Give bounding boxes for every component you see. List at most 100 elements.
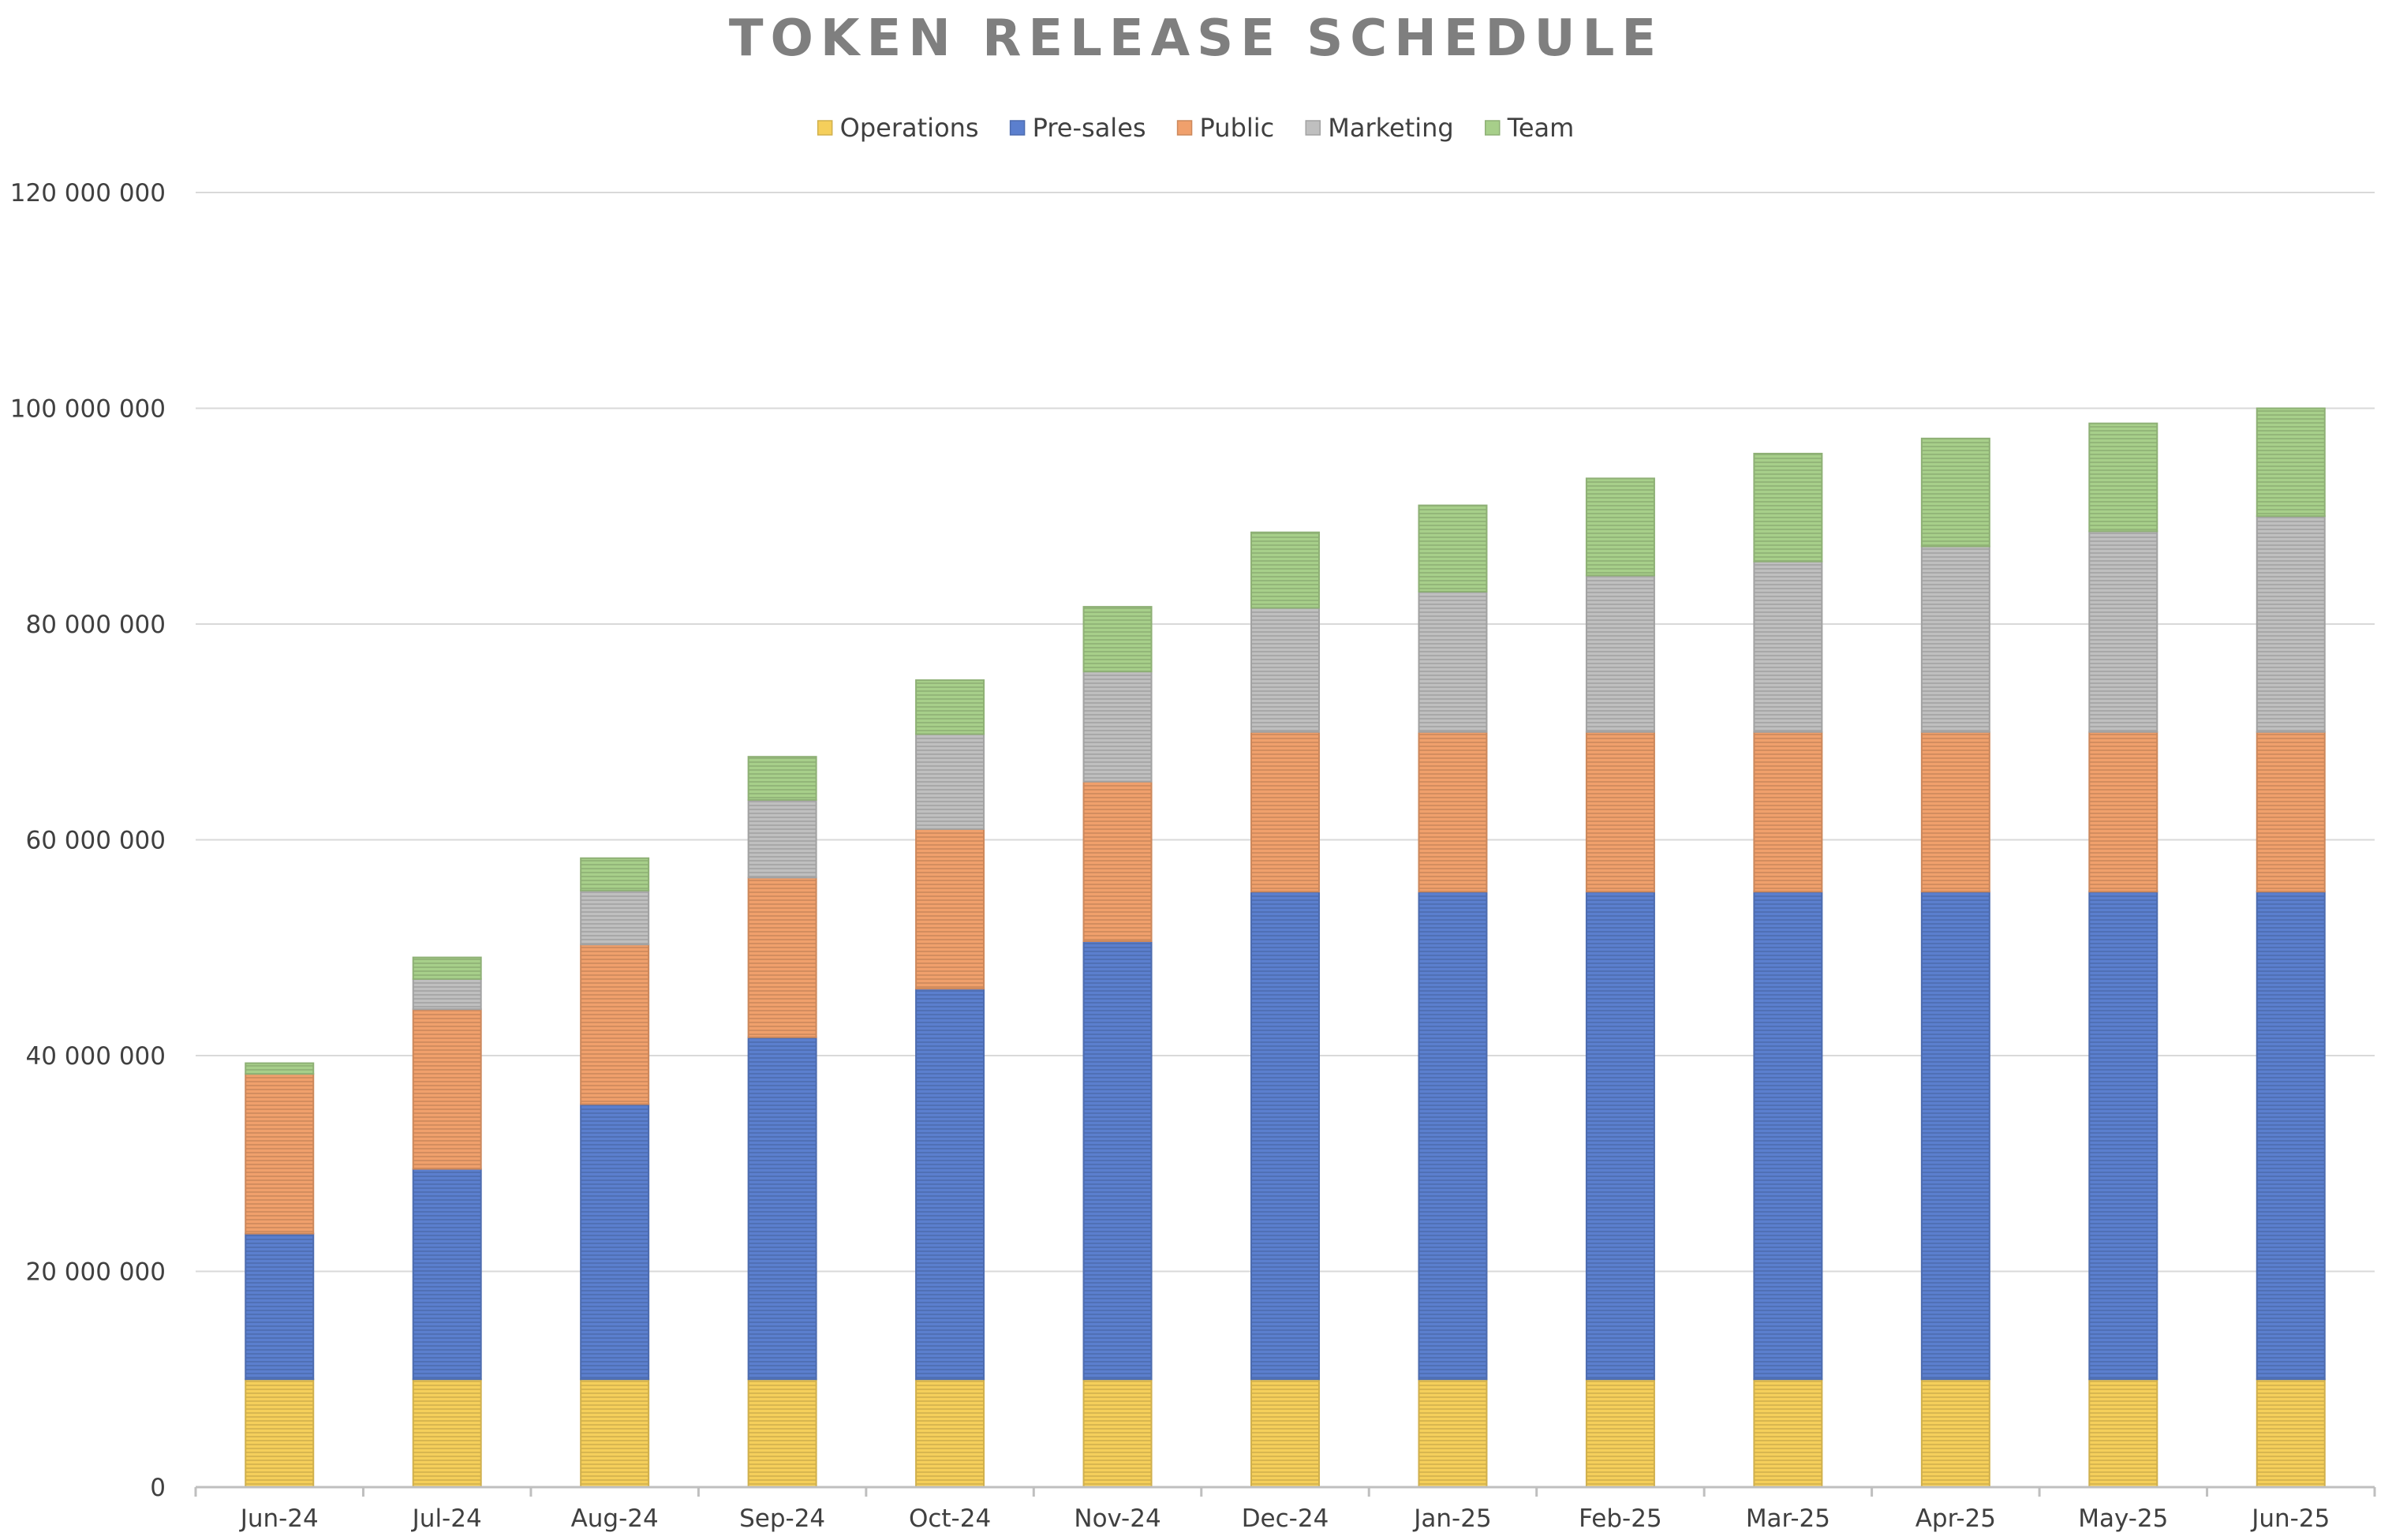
bar-segment-marketing: [1920, 545, 1990, 733]
legend-label: Public: [1200, 113, 1275, 143]
legend-label: Pre-sales: [1033, 113, 1146, 143]
x-tick-label: Sep-24: [739, 1504, 825, 1533]
bar-segment-marketing: [412, 977, 482, 1011]
chart-title: TOKEN RELEASE SCHEDULE: [729, 9, 1663, 68]
bar-segment-public: [412, 1008, 482, 1170]
y-axis-tick-labels: 0 20 000 000 40 000 000 60 000 000 80 000 00…: [10, 179, 166, 1502]
bar-segment-marketing: [1418, 590, 1488, 733]
legend-item-marketing: Marketing: [1305, 113, 1454, 143]
bar-segment-public: [1250, 731, 1320, 893]
legend: Operations Pre-sales Public Marketing Team: [817, 113, 1575, 143]
legend-label: Team: [1507, 113, 1575, 143]
bar-segment-team: [1920, 437, 1990, 548]
bar-segment-operations: [2256, 1378, 2326, 1488]
legend-label: Marketing: [1328, 113, 1453, 143]
x-tick-label: Jun-25: [2250, 1504, 2330, 1533]
x-tick-label: Apr-25: [1915, 1504, 1996, 1533]
x-axis-tick-labels: Jun-24 Jul-24 Aug-24 Sep-24 Oct-24 Nov-24 Dec-…: [239, 1504, 2330, 1533]
bar-segment-public: [245, 1073, 315, 1235]
bar-segment-public: [2088, 731, 2158, 893]
y-tick-label: 20 000 000: [26, 1258, 166, 1287]
bar-stack: [1753, 452, 1823, 1488]
y-tick-label: 100 000 000: [10, 395, 166, 424]
y-tick-label: 80 000 000: [26, 611, 166, 639]
bar-segment-pre-sales: [2256, 891, 2326, 1381]
x-tick-label: Jun-24: [239, 1504, 319, 1533]
bar-segment-public: [1753, 731, 1823, 893]
bar-segment-marketing: [1082, 671, 1153, 783]
bar-stack: [245, 1062, 315, 1488]
bar-stack: [1418, 504, 1488, 1488]
bar-stack: [1082, 606, 1153, 1488]
bar-segment-team: [2256, 407, 2326, 518]
legend-swatch: [1484, 120, 1501, 136]
y-tick-label: 60 000 000: [26, 827, 166, 855]
x-tick-label: Dec-24: [1242, 1504, 1329, 1533]
bar-stack: [580, 857, 650, 1488]
x-tick-label: May-25: [2078, 1504, 2168, 1533]
x-tick-label: Mar-25: [1746, 1504, 1830, 1533]
bar-segment-public: [1418, 731, 1488, 893]
x-axis-ticks: [194, 1487, 2376, 1497]
bar-segment-marketing: [915, 733, 985, 830]
bar-stack: [915, 679, 985, 1488]
bar-segment-marketing: [580, 889, 650, 946]
bars: [245, 407, 2326, 1488]
bar-stack: [747, 756, 817, 1488]
bar-segment-marketing: [1585, 574, 1655, 733]
bar-segment-pre-sales: [1920, 891, 1990, 1381]
bar-segment-operations: [1250, 1378, 1320, 1488]
y-tick-label: 0: [150, 1474, 166, 1502]
bar-segment-operations: [1920, 1378, 1990, 1488]
bar-segment-operations: [2088, 1378, 2158, 1488]
bar-segment-team: [915, 679, 985, 735]
legend-swatch: [817, 120, 833, 136]
x-tick-label: Aug-24: [571, 1504, 659, 1533]
bar-segment-pre-sales: [2088, 891, 2158, 1381]
bar-stack: [2088, 422, 2158, 1488]
bar-stack: [1250, 531, 1320, 1488]
bar-segment-marketing: [747, 798, 817, 879]
x-tick-label: Oct-24: [909, 1504, 991, 1533]
bar-segment-team: [1250, 531, 1320, 609]
bar-segment-operations: [412, 1378, 482, 1488]
legend-item-public: Public: [1176, 113, 1275, 143]
bar-segment-pre-sales: [1418, 891, 1488, 1381]
bar-segment-pre-sales: [1585, 891, 1655, 1381]
bar-segment-operations: [245, 1378, 315, 1488]
bar-segment-marketing: [2256, 515, 2326, 733]
bar-segment-public: [747, 877, 817, 1038]
bar-segment-operations: [1418, 1378, 1488, 1488]
bar-segment-pre-sales: [1250, 891, 1320, 1381]
bar-segment-public: [580, 944, 650, 1105]
bar-segment-marketing: [2088, 530, 2158, 733]
bar-segment-public: [1585, 731, 1655, 893]
bar-segment-public: [1920, 731, 1990, 893]
bar-stack: [2256, 407, 2326, 1488]
bar-segment-operations: [1585, 1378, 1655, 1488]
legend-item-pre-sales: Pre-sales: [1009, 113, 1146, 143]
bar-stack: [412, 956, 482, 1488]
bar-segment-public: [915, 828, 985, 990]
x-tick-label: Jan-25: [1412, 1504, 1491, 1533]
bar-stack: [1585, 477, 1655, 1488]
bar-segment-operations: [1082, 1378, 1153, 1488]
bar-segment-public: [1082, 780, 1153, 943]
bar-segment-public: [2256, 731, 2326, 893]
bar-segment-pre-sales: [245, 1232, 315, 1381]
x-tick-label: Feb-25: [1579, 1504, 1662, 1533]
bar-segment-pre-sales: [1753, 891, 1823, 1381]
legend-swatch: [1176, 120, 1193, 136]
bar-segment-operations: [747, 1378, 817, 1488]
legend-item-operations: Operations: [817, 113, 979, 143]
bar-segment-marketing: [1250, 607, 1320, 733]
bar-segment-marketing: [1753, 560, 1823, 733]
y-tick-label: 120 000 000: [10, 179, 166, 207]
legend-item-team: Team: [1484, 113, 1575, 143]
bar-segment-team: [1585, 477, 1655, 577]
legend-swatch: [1009, 120, 1026, 136]
bar-segment-team: [1753, 452, 1823, 563]
bar-segment-team: [412, 956, 482, 980]
bar-segment-pre-sales: [747, 1036, 817, 1381]
